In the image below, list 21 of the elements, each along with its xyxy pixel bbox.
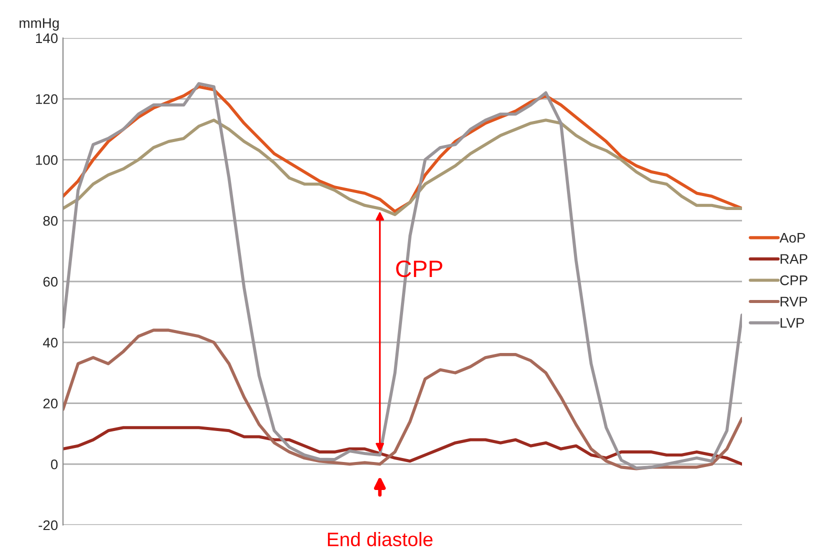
legend-label: LVP xyxy=(780,318,804,328)
line-series xyxy=(63,328,742,470)
y-tick-label: 80 xyxy=(43,216,58,226)
y-tick-label: 100 xyxy=(36,155,58,165)
legend-label: RVP xyxy=(780,296,808,306)
y-tick-label: -20 xyxy=(38,520,58,530)
y-tick-label: 0 xyxy=(50,459,58,470)
text: End diastole xyxy=(328,532,433,546)
y-tick-label: 20 xyxy=(43,398,58,408)
y-tick-label: 60 xyxy=(43,276,58,287)
y-tick-label: 40 xyxy=(43,338,58,348)
legend-label: CPP xyxy=(780,275,808,286)
line-series xyxy=(63,118,742,216)
y-tick-label: 120 xyxy=(36,94,58,104)
y-axis-title: mmHg xyxy=(20,18,59,31)
y-tick-label: 140 xyxy=(36,33,58,44)
line-series xyxy=(63,82,742,470)
line-series xyxy=(63,426,742,466)
legend-label: AoP xyxy=(780,232,806,243)
annotation: CPP xyxy=(396,260,442,278)
legend-label: RAP xyxy=(780,254,808,264)
